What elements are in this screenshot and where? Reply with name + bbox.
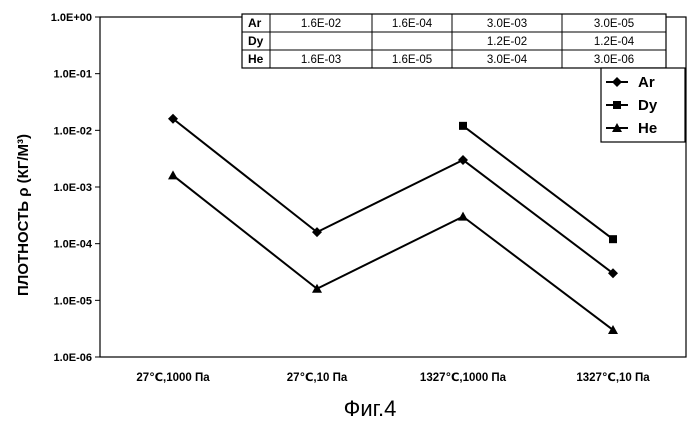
table-row-label: Dy: [248, 34, 264, 48]
x-axis-ticks: 27℃,1000 Па 27℃,10 Па 1327℃,1000 Па 1327℃,1…: [136, 372, 650, 384]
table-cell: 3.0E-04: [487, 54, 528, 66]
x-tick-label: 1327℃,10 Па: [576, 372, 650, 384]
series-dy-point: [459, 122, 467, 130]
y-tick-label: 1.0E-06: [53, 352, 92, 364]
y-tick-label: 1.0E+00: [51, 12, 92, 24]
series-ar-segment: [173, 119, 317, 232]
table-cell: 3.0E-03: [487, 18, 527, 30]
series-he-segment: [173, 175, 317, 288]
legend-marker-dy: [613, 101, 621, 109]
series-dy: [459, 122, 617, 243]
table-cell: 1.6E-04: [392, 18, 433, 30]
series-he-point: [458, 212, 468, 221]
table-row-label: Ar: [248, 16, 262, 30]
series-he-segment: [317, 217, 463, 289]
y-tick-label: 1.0E-03: [53, 182, 92, 194]
legend-label: Dy: [638, 97, 658, 114]
series-he-point: [168, 170, 178, 179]
y-axis-ticks: 1.0E+00 1.0E-01 1.0E-02 1.0E-03 1.0E-04 1.0E-…: [51, 12, 100, 364]
table-cell: 1.6E-03: [301, 54, 341, 66]
table-cell: 1.2E-02: [487, 36, 527, 48]
y-tick-label: 1.0E-02: [53, 125, 92, 137]
legend-label: He: [638, 120, 657, 137]
series-ar: [168, 114, 618, 279]
series-ar-segment: [463, 160, 613, 273]
y-axis-label: ПЛОТНОСТЬ ρ (КГ/М³): [15, 134, 32, 296]
table-cell: 1.6E-05: [392, 54, 432, 66]
table-cell: 1.6E-02: [301, 18, 341, 30]
x-tick-label: 27℃,10 Па: [287, 372, 348, 384]
series-dy-segment: [463, 126, 613, 239]
table-cell: 3.0E-06: [594, 54, 634, 66]
legend-label: Ar: [638, 74, 655, 91]
x-tick-label: 1327℃,1000 Па: [420, 372, 507, 384]
y-tick-label: 1.0E-04: [53, 239, 92, 251]
data-table: Ar 1.6E-02 1.6E-04 3.0E-03 3.0E-05 Dy 1.2E-02 1…: [242, 14, 666, 68]
table-cell: 3.0E-05: [594, 18, 634, 30]
series-dy-point: [609, 235, 617, 243]
series-layer: [168, 114, 618, 334]
figure-caption: Фиг.4: [344, 396, 397, 421]
table-cell: 1.2E-04: [594, 36, 635, 48]
series-he-segment: [463, 217, 613, 330]
legend: Ar Dy He: [601, 68, 685, 142]
x-tick-label: 27℃,1000 Па: [136, 372, 210, 384]
table-row-label: He: [248, 52, 264, 66]
y-tick-label: 1.0E-01: [53, 69, 92, 81]
series-ar-segment: [317, 160, 463, 232]
y-tick-label: 1.0E-05: [53, 295, 92, 307]
